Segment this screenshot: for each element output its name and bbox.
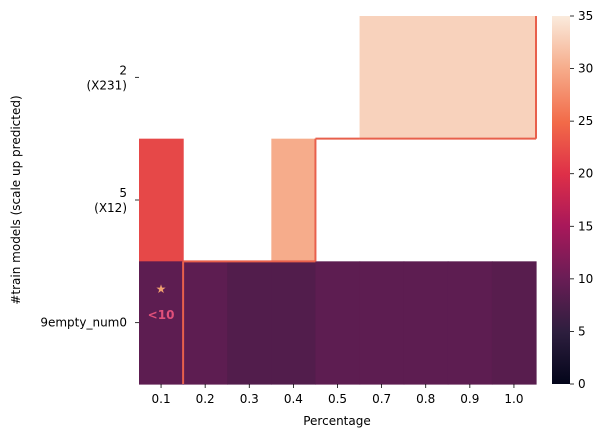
x-tick-label: 0.1 — [152, 392, 171, 406]
cell-r2-c7 — [447, 261, 493, 385]
x-tick-label: 0.5 — [328, 392, 347, 406]
less-than-annotation: <10 — [148, 308, 175, 322]
cell-r2-c6 — [403, 261, 449, 385]
boundary-lines — [182, 16, 537, 384]
cell-annotations: ★ <10 — [148, 282, 175, 322]
y-axis: 2(X231) 5(X12) 9empty_num0 — [40, 63, 139, 330]
cell-r2-c0 — [139, 261, 184, 385]
cell-r0-c8 — [491, 16, 537, 140]
colorbar-tick-label: 35 — [578, 9, 593, 23]
colorbar-tick-label: 0 — [578, 377, 586, 391]
colorbar-tick-label: 20 — [578, 167, 593, 181]
x-tick-label: 0.9 — [460, 392, 479, 406]
x-tick-label: 0.8 — [416, 392, 435, 406]
x-axis-label: Percentage — [303, 414, 371, 428]
cell-r0-c6 — [403, 16, 449, 140]
cell-r2-c8 — [491, 261, 537, 385]
colorbar: 0 5 10 15 20 25 30 35 — [552, 9, 593, 391]
y-tick-label-line2: (X231) — [87, 78, 128, 92]
cell-r2-c5 — [359, 261, 405, 385]
heatmap-cells — [139, 16, 537, 385]
colorbar-tick-label: 5 — [578, 324, 586, 338]
x-tick-label: 0.2 — [196, 392, 215, 406]
y-tick-label-line1: 5 — [119, 186, 127, 200]
cell-r2-c1 — [183, 261, 228, 385]
cell-r2-c2 — [227, 261, 272, 385]
colorbar-tick-label: 25 — [578, 114, 593, 128]
x-tick-label: 0.3 — [240, 392, 259, 406]
y-tick-label: 9empty_num0 — [40, 316, 127, 330]
cell-r0-c7 — [447, 16, 493, 140]
cell-r2-c3 — [271, 261, 317, 385]
cell-r0-c5 — [359, 16, 405, 140]
star-annotation: ★ — [156, 282, 167, 296]
cell-r2-c4 — [315, 261, 361, 385]
x-tick-label: 0.7 — [372, 392, 391, 406]
y-axis-label: #train models (scale up predicted) — [9, 95, 23, 304]
colorbar-gradient — [552, 16, 570, 384]
cell-r1-c0 — [139, 138, 184, 262]
x-tick-label: 1.0 — [504, 392, 523, 406]
cell-r1-c3 — [271, 138, 317, 262]
y-tick-label-line1: 2 — [119, 63, 127, 77]
x-axis: 0.1 0.2 0.3 0.4 0.5 0.7 0.8 0.9 1.0 — [152, 384, 523, 406]
colorbar-tick-label: 30 — [578, 62, 593, 76]
colorbar-tick-label: 10 — [578, 272, 593, 286]
y-tick-label-line2: (X12) — [94, 201, 127, 215]
x-tick-label: 0.4 — [284, 392, 303, 406]
colorbar-tick-label: 15 — [578, 219, 593, 233]
